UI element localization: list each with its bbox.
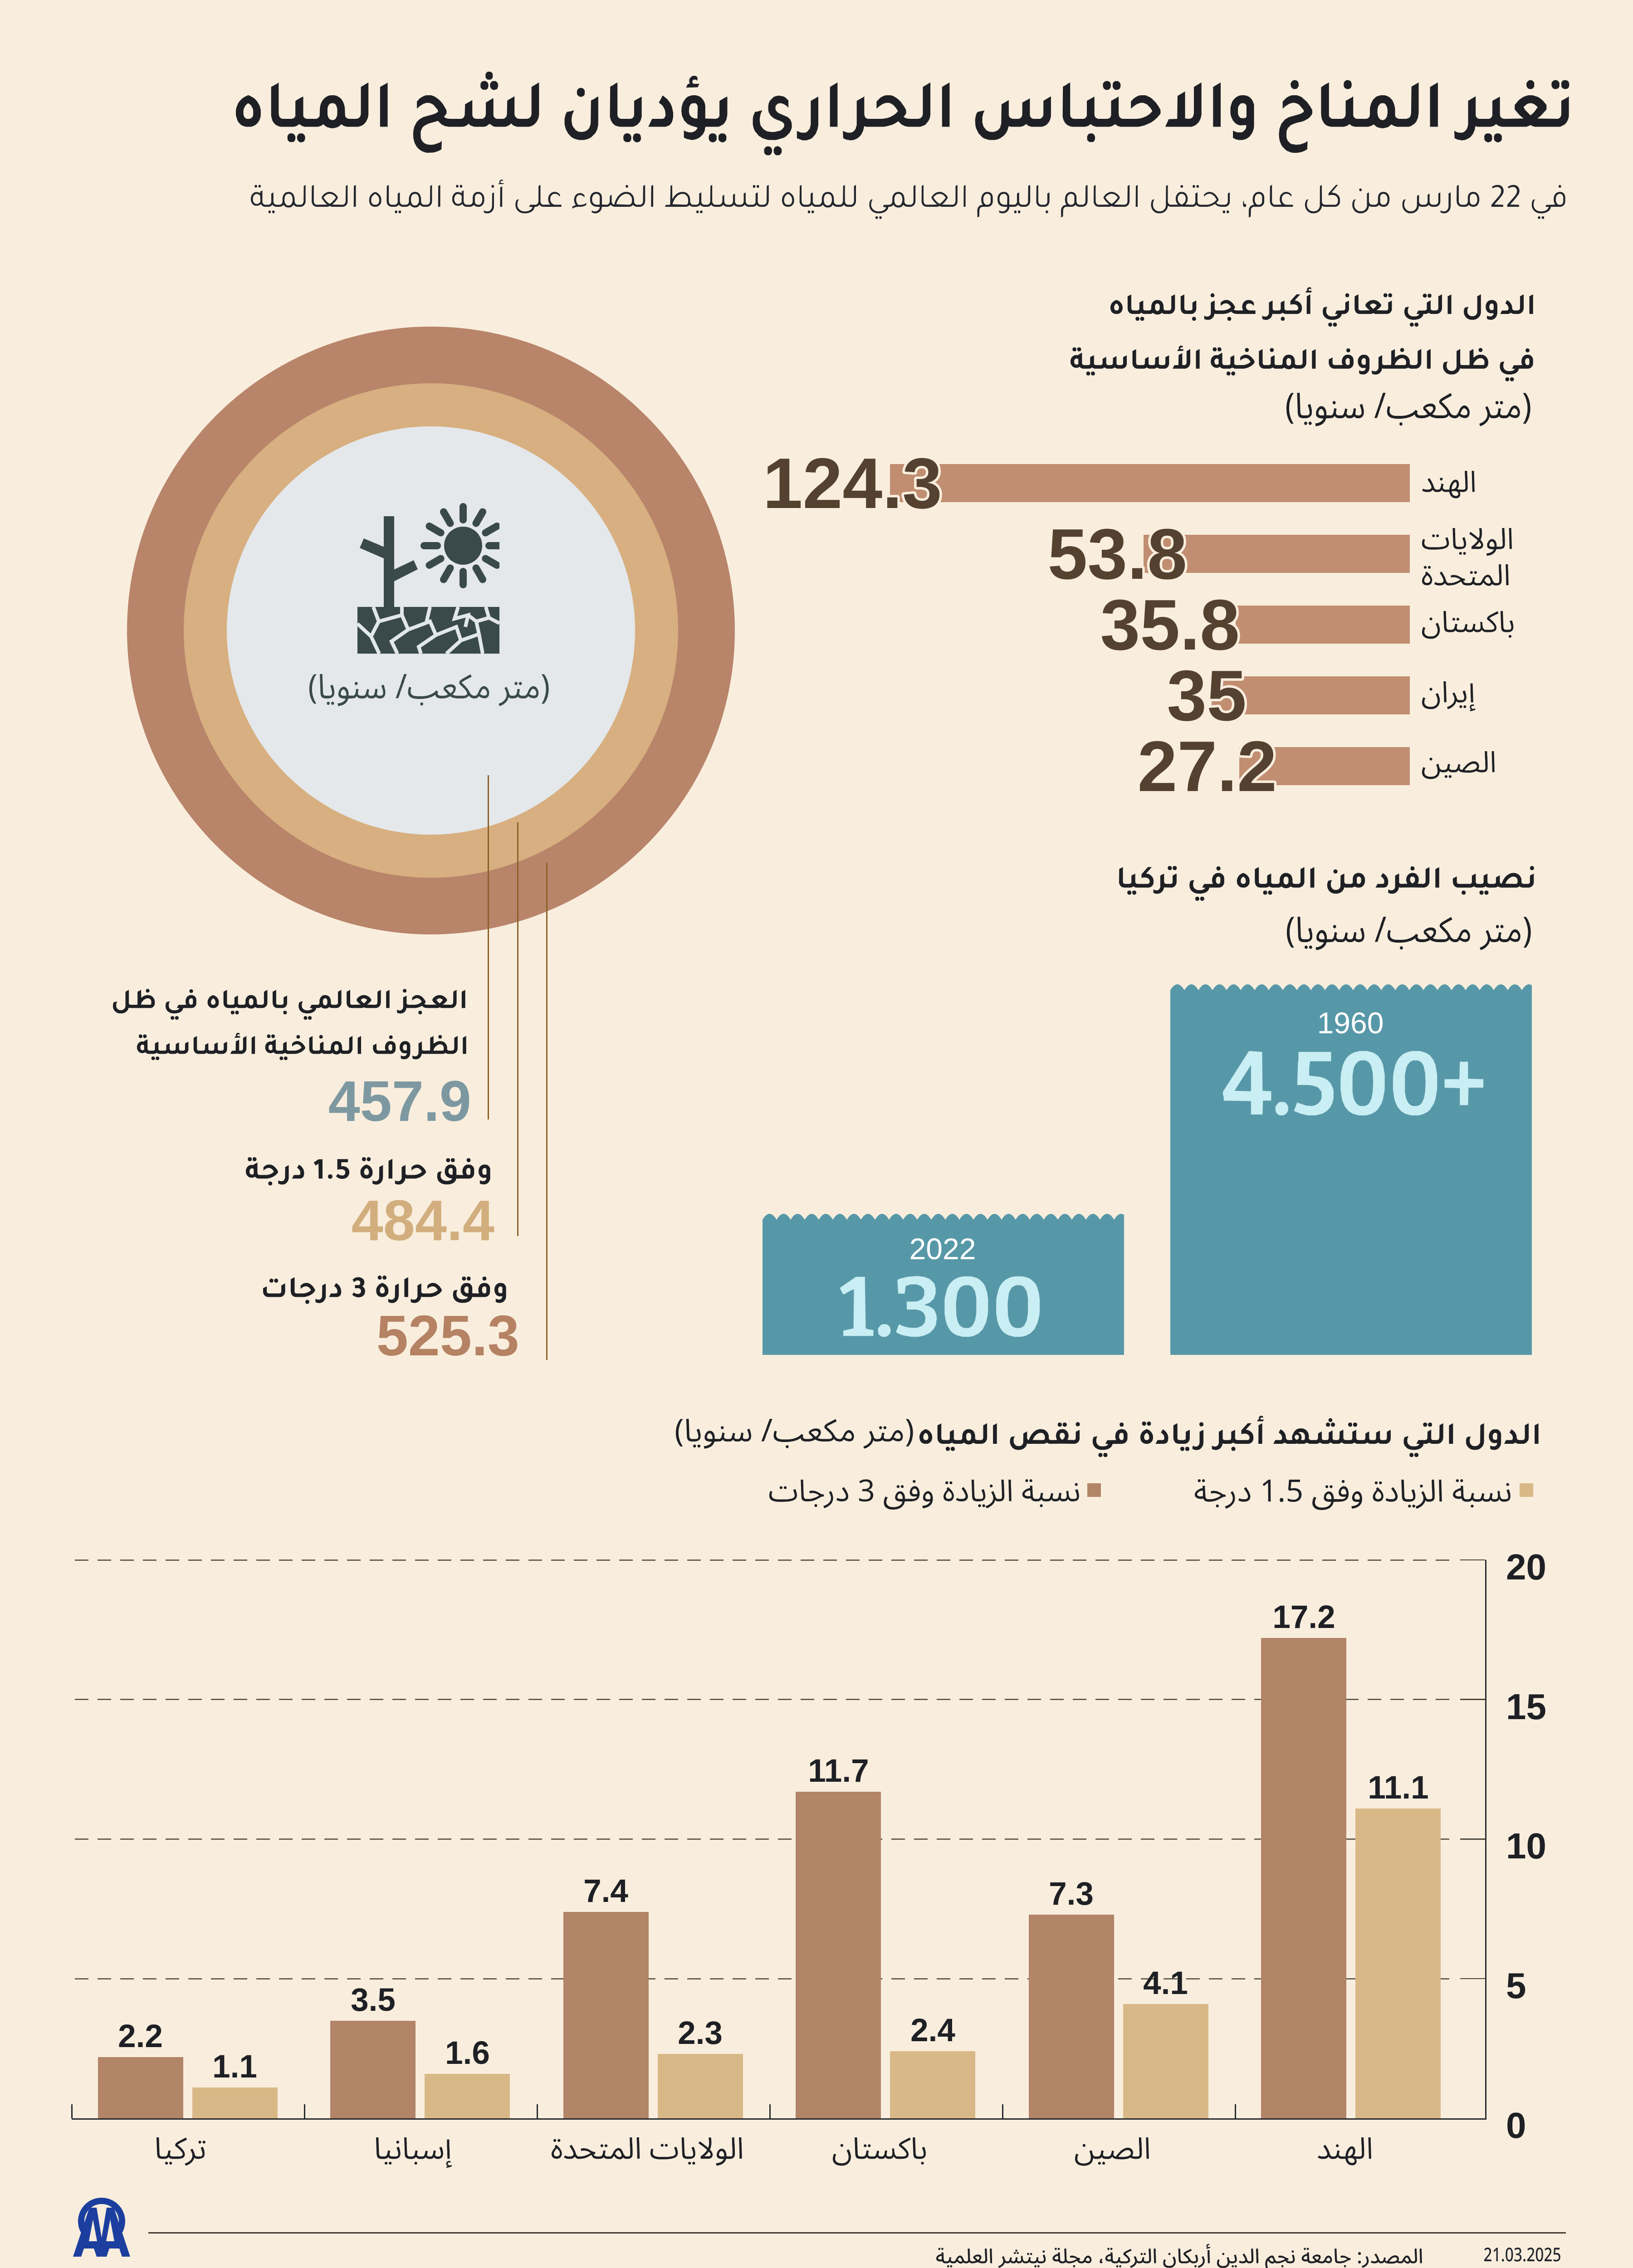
svg-text:35: 35 [1167, 658, 1247, 735]
svg-text:35.8: 35.8 [1100, 587, 1240, 665]
svg-text:53.8: 53.8 [1047, 517, 1187, 594]
svg-text:27.2: 27.2 [1137, 729, 1277, 806]
svg-text:124.3: 124.3 [763, 446, 942, 523]
